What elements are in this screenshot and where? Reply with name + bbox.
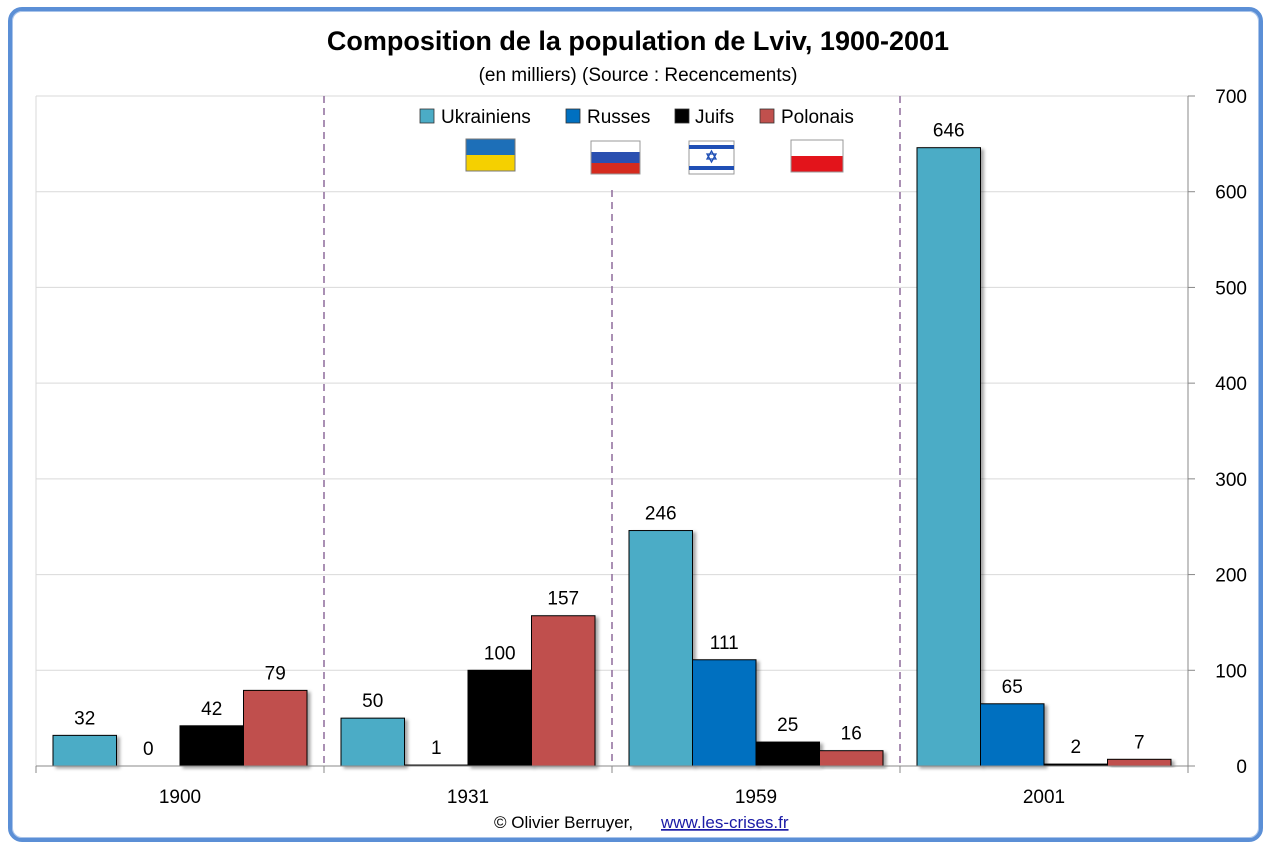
- y-tick-label: 300: [1215, 470, 1247, 491]
- y-tick-label: 700: [1215, 87, 1247, 108]
- legend-label-polonais: Polonais: [781, 107, 854, 128]
- data-label-ukrainiens-1900: 32: [74, 708, 95, 729]
- bar-ukrainiens-1959: [628, 530, 693, 767]
- category-separators: [323, 96, 901, 766]
- legend: Ukrainiens Russes Juifs Polonais: [419, 107, 854, 175]
- y-tick-label: 400: [1215, 374, 1247, 395]
- data-label-ukrainiens-1959: 246: [645, 504, 677, 525]
- chart-title: Composition de la population de Lviv, 19…: [327, 26, 949, 56]
- bar-ukrainiens-1931: [340, 717, 405, 767]
- poland-flag-icon: [790, 139, 844, 173]
- bar-polonais-1931: [531, 615, 596, 767]
- legend-swatch-ukrainiens: [419, 108, 435, 124]
- bar-juifs-1931: [467, 669, 532, 767]
- data-label-juifs-1931: 100: [484, 643, 516, 664]
- credit-author: © Olivier Berruyer,: [494, 813, 633, 832]
- x-tick-label: 1931: [447, 787, 489, 808]
- data-label-ukrainiens-2001: 646: [933, 121, 965, 142]
- data-label-ukrainiens-1931: 50: [362, 691, 383, 712]
- bar-polonais-1959: [819, 750, 884, 767]
- data-label-russes-1900: 0: [143, 739, 154, 760]
- y-tick-label: 200: [1215, 566, 1247, 587]
- y-tick-label: 100: [1215, 661, 1247, 682]
- data-label-russes-1959: 111: [710, 633, 739, 654]
- bar-ukrainiens-1900: [52, 734, 117, 767]
- bar-juifs-1959: [755, 741, 820, 767]
- legend-swatch-russes: [565, 108, 581, 124]
- x-tick-label: 1900: [159, 787, 201, 808]
- ukraine-flag-icon: [465, 138, 516, 172]
- data-label-polonais-1900: 79: [265, 663, 286, 684]
- chart-subtitle: (en milliers) (Source : Recencements): [479, 65, 798, 86]
- data-label-russes-1931: 1: [431, 738, 442, 759]
- bar-russes-2001: [980, 703, 1045, 767]
- legend-label-ukrainiens: Ukrainiens: [441, 107, 531, 128]
- bar-juifs-1900: [179, 725, 244, 767]
- bar-polonais-2001: [1107, 758, 1172, 767]
- x-tick-label: 2001: [1023, 787, 1065, 808]
- legend-label-russes: Russes: [587, 107, 650, 128]
- y-tick-label: 600: [1215, 183, 1247, 204]
- data-label-polonais-2001: 7: [1134, 732, 1145, 753]
- credit-link[interactable]: www.les-crises.fr: [660, 813, 789, 832]
- y-tick-label: 500: [1215, 278, 1247, 299]
- bar-ukrainiens-2001: [916, 147, 981, 767]
- legend-swatch-polonais: [759, 108, 775, 124]
- legend-label-juifs: Juifs: [695, 107, 734, 128]
- data-label-juifs-2001: 2: [1070, 737, 1081, 758]
- israel-flag-icon: [688, 140, 735, 175]
- bar-polonais-1900: [243, 689, 308, 767]
- russia-flag-icon: [590, 140, 641, 175]
- data-label-russes-2001: 65: [1002, 677, 1023, 698]
- data-label-polonais-1931: 157: [547, 589, 579, 610]
- legend-swatch-juifs: [674, 108, 690, 124]
- x-tick-label: 1959: [735, 787, 777, 808]
- bar-russes-1959: [692, 659, 757, 767]
- data-label-juifs-1959: 25: [777, 715, 798, 736]
- data-labels: 32 0 42 79 50 1 100 157 246 111 25 16 646 65 2 7: [74, 121, 1144, 760]
- bars: [52, 147, 1172, 767]
- data-label-polonais-1959: 16: [841, 724, 862, 745]
- data-label-juifs-1900: 42: [201, 699, 222, 720]
- y-tick-label: 0: [1236, 757, 1247, 778]
